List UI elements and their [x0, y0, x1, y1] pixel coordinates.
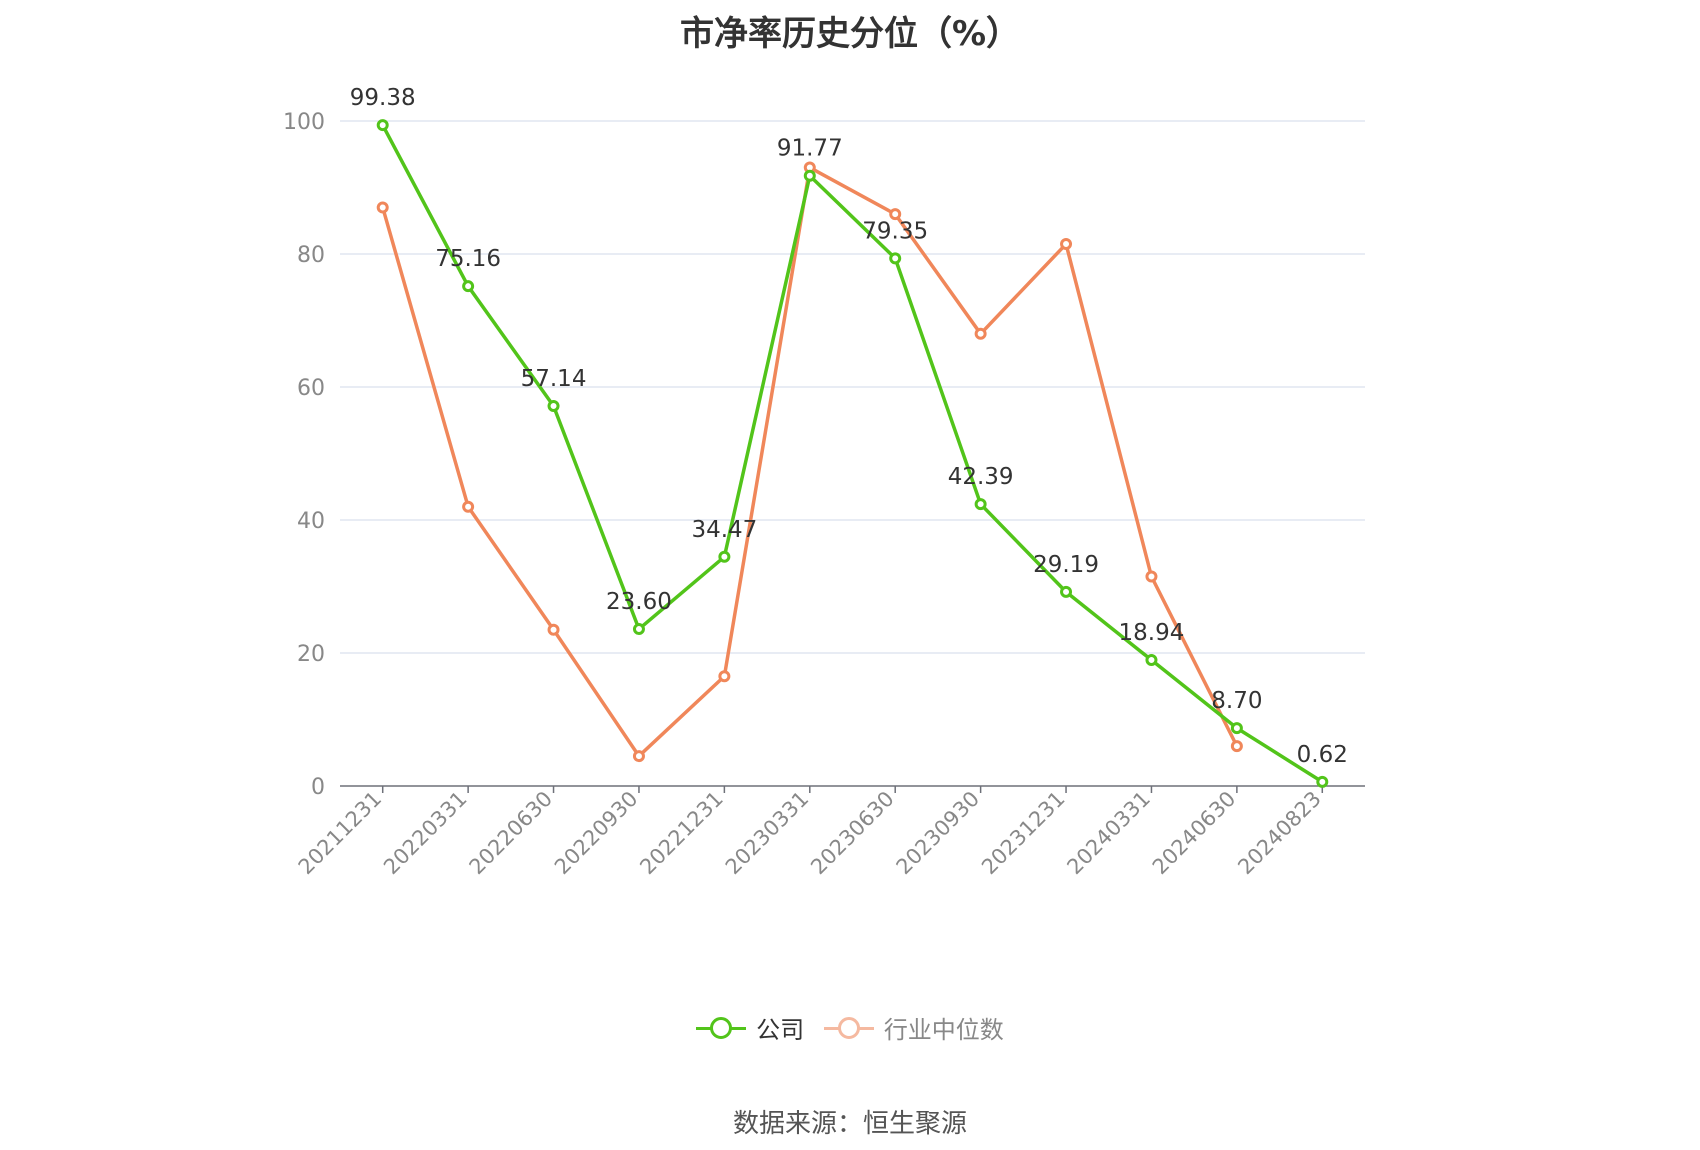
x-tick-label: 20211231 [294, 787, 387, 880]
data-label: 75.16 [435, 246, 501, 272]
data-point [462, 500, 475, 513]
x-tick-label: 20230331 [721, 787, 814, 880]
data-label: 0.62 [1297, 742, 1348, 768]
x-tick-label: 20220331 [379, 787, 472, 880]
data-point [462, 280, 475, 293]
x-tick-label: 20231231 [977, 787, 1070, 880]
x-tick-label: 20240331 [1062, 787, 1155, 880]
series-line-0 [381, 124, 1324, 784]
data-point [376, 119, 389, 132]
data-source: 数据来源：恒生聚源 [732, 1109, 967, 1139]
legend-company-label: 公司 [756, 1016, 805, 1044]
data-point [718, 670, 731, 683]
x-tick-label: 20230930 [892, 787, 985, 880]
y-tick-label: 40 [297, 509, 325, 534]
series-lines [376, 119, 1329, 788]
data-point [376, 201, 389, 214]
y-tick-label: 60 [297, 376, 325, 401]
data-point [632, 750, 645, 763]
data-label: 79.35 [862, 218, 928, 244]
x-tick-label: 20240630 [1148, 787, 1241, 880]
y-tick-label: 100 [283, 110, 325, 135]
data-point [974, 327, 987, 340]
legend-industry-median-label: 行业中位数 [883, 1016, 1004, 1044]
data-point [1230, 722, 1243, 735]
data-point [1060, 238, 1073, 251]
data-point [547, 400, 560, 413]
data-point [1145, 654, 1158, 667]
data-point [889, 252, 902, 265]
data-label: 8.70 [1211, 688, 1262, 714]
data-point [1316, 775, 1329, 788]
data-point [803, 169, 816, 182]
y-tick-label: 20 [297, 642, 325, 667]
data-label: 23.60 [606, 589, 672, 615]
y-tick-label: 80 [297, 243, 325, 268]
x-tick-label: 20221231 [635, 787, 728, 880]
legend-item-industry-median[interactable]: 行业中位数 [823, 1010, 1004, 1045]
x-tick-label: 20220630 [465, 787, 558, 880]
legend-company-icon [696, 1016, 747, 1040]
data-label: 29.19 [1033, 552, 1099, 578]
data-label: 34.47 [691, 517, 757, 543]
data-label: 57.14 [521, 366, 587, 392]
axes: 0204060801002021123120220331202206302022… [283, 110, 1365, 879]
data-point [632, 623, 645, 636]
data-label: 91.77 [777, 136, 843, 162]
legend-item-company[interactable]: 公司 [696, 1010, 804, 1045]
x-tick-label: 20220930 [550, 787, 643, 880]
data-point [1145, 570, 1158, 583]
legend: 公司 行业中位数 [0, 1010, 1700, 1046]
data-point [1060, 585, 1073, 598]
y-tick-label: 0 [311, 775, 325, 800]
x-tick-label: 20230630 [806, 787, 899, 880]
data-point [974, 498, 987, 511]
data-point [889, 208, 902, 221]
legend-industry-median-icon [823, 1016, 874, 1040]
grid-lines [340, 120, 1365, 654]
data-point [718, 550, 731, 563]
series-line-1 [381, 165, 1239, 758]
chart-title: 市净率历史分位（%） [679, 14, 1021, 54]
data-point [1230, 740, 1243, 753]
data-label: 42.39 [948, 464, 1014, 490]
data-label: 99.38 [350, 85, 416, 111]
x-tick-label: 20240823 [1233, 787, 1326, 880]
data-label: 18.94 [1119, 620, 1185, 646]
data-labels: 99.38 75.16 57.14 23.60 34.47 91.77 79.35 42.39… [350, 85, 1348, 768]
data-point [547, 623, 560, 636]
